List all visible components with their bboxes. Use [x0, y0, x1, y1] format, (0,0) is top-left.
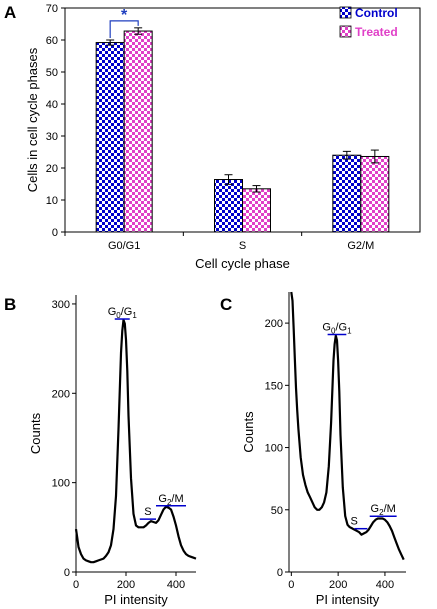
y-tick-label: 30	[46, 131, 58, 143]
x-tick-label: G0/G1	[108, 240, 140, 252]
x-tick-label: 0	[288, 579, 294, 591]
legend-label-control: Control	[355, 6, 398, 20]
x-axis-title: Cell cycle phase	[195, 256, 290, 271]
y-axis-title: Cells in cell cycle phases	[25, 47, 40, 192]
y-tick-label: 150	[265, 380, 283, 392]
y-tick-label: 50	[271, 505, 283, 517]
phase-label: S	[351, 516, 358, 528]
phase-label: S	[144, 506, 151, 518]
panel-letter-a: A	[4, 3, 16, 22]
panel-a-bar-chart: 0 10 20 30 40 50 60 70 G0/G1 S G2/M * Control Treated…	[25, 3, 421, 271]
x-tick-label: 200	[329, 579, 347, 591]
x-tick-label: 400	[167, 579, 185, 591]
y-tick-label: 100	[52, 478, 70, 490]
y-tick-label: 0	[52, 227, 58, 239]
y-tick-label: 40	[46, 99, 58, 111]
y-axis-title: Counts	[241, 411, 256, 453]
histogram-trace	[74, 318, 197, 564]
bar-control	[214, 179, 243, 233]
phase-label: G2/M	[158, 493, 183, 507]
bar-treated	[242, 188, 271, 233]
x-tick-label: 400	[376, 579, 394, 591]
y-tick-label: 200	[265, 318, 283, 330]
y-tick-label: 50	[46, 67, 58, 79]
x-tick-label: 200	[117, 579, 135, 591]
phase-label: G0/G1	[322, 322, 352, 336]
y-tick-label: 200	[52, 388, 70, 400]
panel-c-histogram: 0 50 100 150 200 0 200 400 G0/G1 S G2/M PI intensit…	[241, 291, 406, 607]
y-tick-label: 100	[265, 443, 283, 455]
phase-label: G2/M	[371, 503, 396, 517]
panel-b-histogram: 0 100 200 300 0 200 400 G0/G1 S G2/M PI intensity C…	[28, 295, 197, 607]
panel-letter-c: C	[220, 295, 232, 314]
bar-treated	[360, 155, 390, 233]
x-tick-label: 0	[73, 579, 79, 591]
significance-star: *	[121, 7, 128, 24]
y-tick-label: 10	[46, 195, 58, 207]
x-tick-label: S	[239, 240, 246, 252]
histogram-trace	[290, 291, 405, 561]
bar-control	[95, 42, 125, 233]
y-axis-title: Counts	[28, 412, 43, 454]
y-tick-label: 0	[64, 567, 70, 579]
phase-label: G0/G1	[108, 306, 138, 320]
legend-swatch-treated	[339, 25, 352, 38]
y-tick-label: 300	[52, 299, 70, 311]
y-tick-label: 60	[46, 35, 58, 47]
x-tick-label: G2/M	[347, 240, 374, 252]
x-axis-title: PI intensity	[104, 592, 168, 607]
x-axis-title: PI intensity	[316, 592, 380, 607]
panel-letter-b: B	[4, 295, 16, 314]
bar-treated	[123, 30, 153, 233]
y-tick-label: 70	[46, 3, 58, 15]
y-tick-label: 20	[46, 163, 58, 175]
significance-bracket	[109, 20, 139, 38]
legend-swatch-control	[339, 6, 352, 19]
y-tick-label: 0	[277, 567, 283, 579]
bar-control	[332, 154, 362, 233]
legend-label-treated: Treated	[355, 25, 398, 39]
